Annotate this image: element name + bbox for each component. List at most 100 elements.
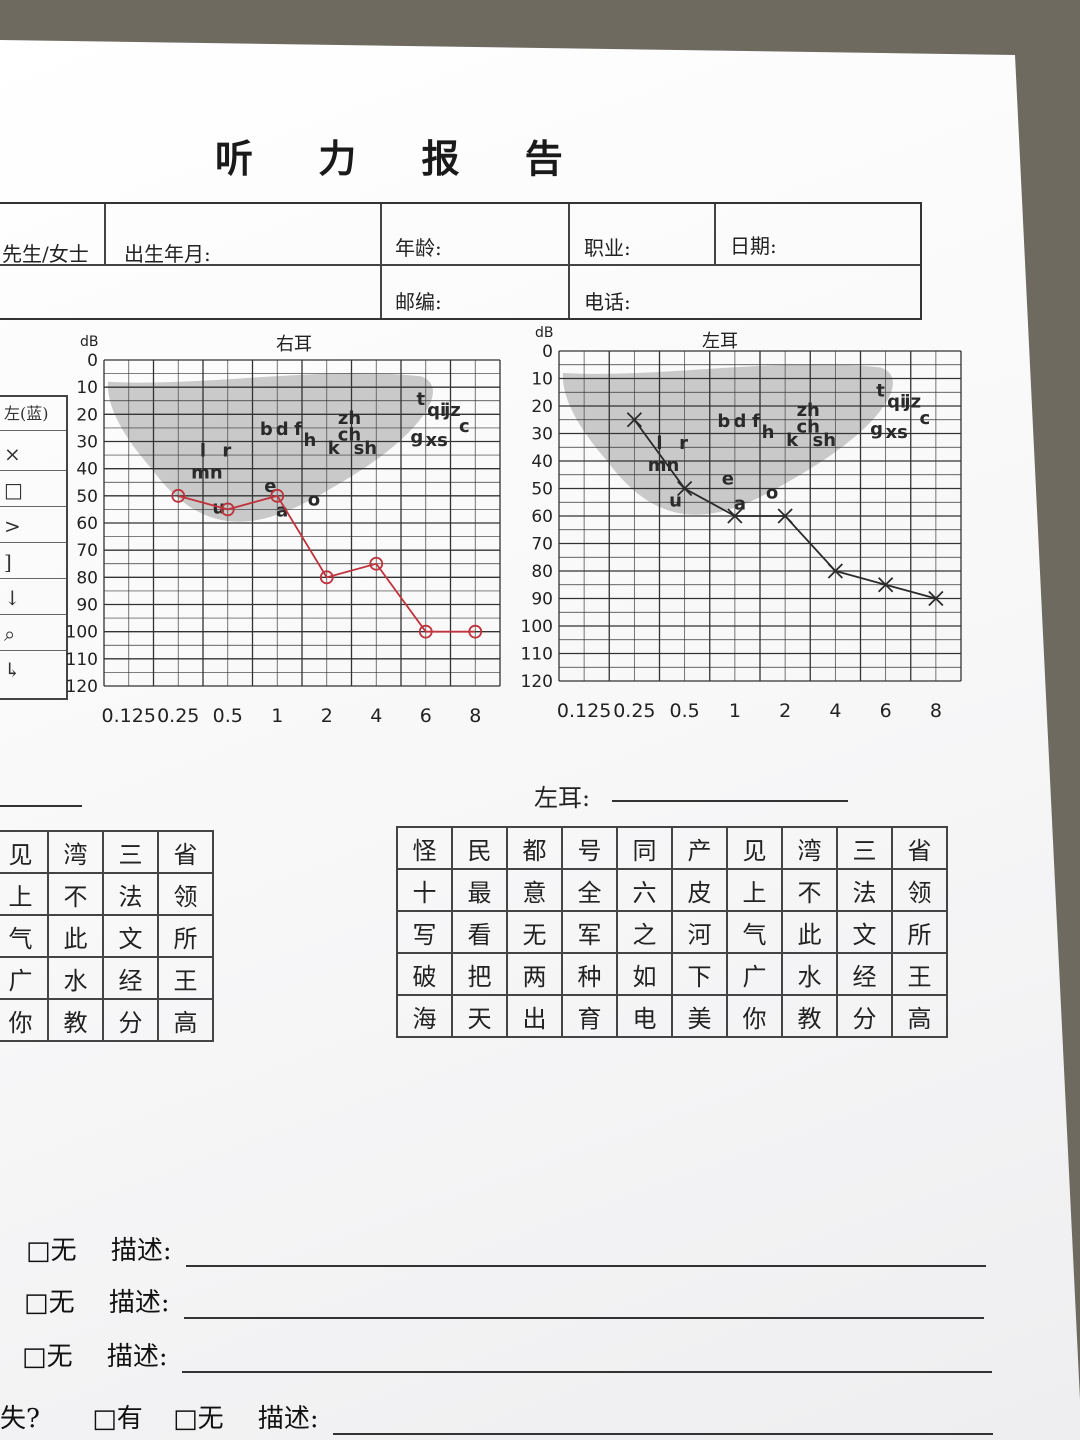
y-tick-label: 110	[66, 650, 98, 670]
phone-label: 电话:	[584, 290, 631, 314]
speech-sound-label: h	[304, 430, 317, 451]
x-tick-label: 0.25	[157, 705, 199, 727]
word-cell: 法	[836, 868, 893, 912]
word-cell: 河	[671, 910, 728, 954]
x-tick-label: 0.25	[613, 700, 655, 722]
none-checkbox[interactable]: □无	[24, 1288, 75, 1318]
info-col-divider	[568, 204, 570, 318]
threshold-point	[468, 624, 483, 639]
word-cell: 如	[616, 952, 673, 996]
speech-sound-label: qi	[427, 400, 446, 421]
word-row: 上不法领	[0, 872, 214, 916]
word-cell: 气	[0, 914, 49, 958]
word-cell: 文	[102, 914, 159, 958]
right-ear-audiogram: 0 10 20 30 40 50 60 70 80 90 100 110 120 dB 0.125 0.25 0…	[66, 334, 501, 727]
word-cell: 湾	[47, 830, 104, 874]
x-tick-label: 2	[779, 700, 791, 722]
description-line[interactable]	[181, 1351, 992, 1373]
word-cell: 都	[506, 826, 563, 870]
word-row: 怪民都号同产见湾三省	[396, 826, 948, 870]
description-label: 描述:	[106, 1342, 168, 1372]
speech-sound-label: k	[786, 430, 799, 451]
none-checkbox[interactable]: □无	[26, 1236, 77, 1266]
threshold-point	[676, 480, 693, 497]
word-cell: 省	[891, 826, 948, 870]
y-tick-label: 70	[76, 541, 98, 561]
word-cell: 全	[561, 868, 618, 912]
info-row-divider	[0, 264, 920, 266]
speech-sound-label: g	[870, 419, 883, 440]
y-tick-label: 30	[76, 433, 98, 453]
speech-sound-label: f	[752, 411, 760, 432]
none-checkbox[interactable]: □无	[22, 1342, 73, 1372]
x-tick-label: 0.125	[557, 700, 611, 722]
word-cell: 下	[671, 952, 728, 996]
word-cell: 分	[836, 994, 893, 1038]
y-tick-label: 90	[76, 596, 98, 616]
none-checkbox[interactable]: □无	[173, 1404, 224, 1434]
speech-banana-region	[562, 364, 893, 515]
left-word-table: 怪民都号同产见湾三省十最意全六皮上不法领写看无军之河气此文所破把两种如下广水经王…	[396, 826, 948, 1038]
y-tick-label: 0	[87, 351, 98, 371]
y-tick-label: 50	[76, 487, 98, 507]
speech-sound-label: k	[328, 438, 341, 459]
word-cell: 怪	[396, 826, 453, 870]
word-cell: 无	[506, 910, 563, 954]
speech-sound-label: b	[717, 411, 730, 432]
speech-sound-label: o	[308, 490, 320, 511]
x-tick-label: 4	[370, 705, 382, 727]
y-tick-label: 0	[542, 342, 553, 362]
description-line[interactable]	[185, 1245, 986, 1267]
y-tick-label: 10	[531, 370, 553, 390]
word-cell: 同	[616, 826, 673, 870]
speech-sound-label: mn	[191, 462, 223, 483]
speech-banana-region	[107, 373, 433, 522]
word-cell: 王	[891, 952, 948, 996]
gender-label: 先生/女士	[2, 242, 89, 266]
x-tick-label: 0.5	[213, 705, 243, 727]
threshold-point	[171, 488, 186, 503]
legend-symbol: □	[0, 473, 66, 507]
x-tick-label: 2	[321, 705, 333, 727]
legend-header: 左(蓝)	[0, 397, 66, 431]
speech-sound-label: b	[260, 419, 273, 440]
y-tick-label: 100	[66, 623, 98, 643]
word-cell: 电	[616, 994, 673, 1038]
word-row: 十最意全六皮上不法领	[396, 868, 948, 912]
word-cell: 军	[561, 910, 618, 954]
y-tick-label: 40	[76, 460, 98, 480]
word-cell: 号	[561, 826, 618, 870]
question-prefix: 失?	[0, 1404, 40, 1434]
symbol-legend: 左(蓝) × □ > ] ↓ ⌕ ↳	[0, 395, 68, 700]
report-paper	[0, 40, 1080, 1440]
word-cell: 美	[671, 994, 728, 1038]
speech-sound-label: ch	[796, 416, 819, 437]
speech-sound-label: mn	[648, 455, 680, 476]
speech-sound-label: ch	[338, 424, 361, 445]
y-tick-label: 70	[531, 535, 553, 555]
description-line[interactable]	[183, 1297, 984, 1319]
zip-label: 邮编:	[395, 290, 442, 314]
word-cell: 广	[0, 956, 49, 1000]
word-cell: 王	[157, 956, 214, 1000]
description-line[interactable]	[332, 1413, 993, 1435]
threshold-point	[877, 577, 894, 593]
left-ear-result-line	[612, 800, 848, 802]
word-cell: 领	[157, 872, 214, 916]
threshold-point	[220, 502, 235, 517]
word-cell: 水	[781, 952, 838, 996]
left-ear-title: 左耳	[702, 331, 738, 352]
word-cell: 领	[891, 868, 948, 912]
date-label: 日期:	[730, 234, 777, 258]
yes-checkbox[interactable]: □有	[92, 1404, 143, 1434]
threshold-point	[369, 556, 384, 571]
word-row: 广水经王	[0, 956, 214, 1000]
threshold-point	[319, 570, 334, 585]
threshold-point	[928, 590, 944, 607]
speech-sound-label: xs	[425, 430, 447, 451]
threshold-point	[777, 508, 793, 524]
word-cell: 广	[726, 952, 783, 996]
speech-sound-label: r	[222, 441, 231, 462]
y-tick-label: 90	[531, 590, 553, 610]
speech-sound-label: h	[762, 422, 775, 443]
